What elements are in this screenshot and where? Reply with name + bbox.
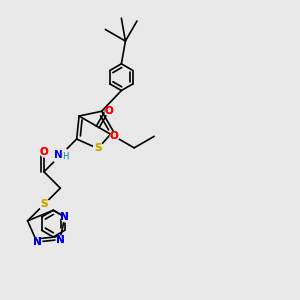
Text: S: S (94, 143, 101, 154)
Text: N: N (60, 212, 69, 222)
Text: S: S (94, 143, 101, 154)
Text: O: O (110, 131, 118, 141)
Text: H: H (62, 153, 69, 162)
Text: H: H (62, 152, 69, 161)
Text: S: S (40, 200, 48, 209)
Text: N: N (60, 212, 69, 222)
Text: O: O (110, 131, 118, 141)
Text: N: N (56, 235, 64, 244)
Text: O: O (40, 147, 48, 157)
Text: O: O (105, 106, 113, 116)
Text: N: N (54, 150, 63, 161)
Text: N: N (56, 235, 64, 244)
Text: O: O (105, 106, 113, 116)
Text: S: S (40, 200, 48, 209)
Text: N: N (33, 237, 41, 247)
Text: N: N (33, 237, 41, 247)
Text: N: N (54, 150, 63, 161)
Text: O: O (40, 147, 48, 157)
